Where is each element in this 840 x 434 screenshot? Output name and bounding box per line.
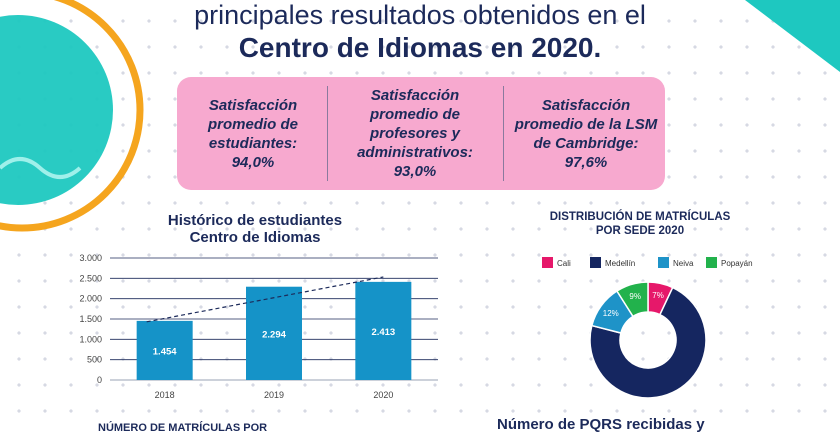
satisfaction-label: Satisfacción promedio de estudiantes: [207, 96, 298, 152]
legend-swatch [658, 257, 669, 268]
bar-value-label: 2.413 [371, 327, 395, 338]
legend-label: Neiva [673, 259, 694, 268]
donut-chart-title-line: DISTRIBUCIÓN DE MATRÍCULAS [549, 211, 731, 223]
header-line-1: principales resultados obtenidos en el [194, 0, 646, 30]
bar-value-label: 2.294 [262, 329, 286, 340]
legend-label: Popayán [721, 259, 753, 268]
legend-swatch [706, 257, 717, 268]
bar-chart-title-line: Histórico de estudiantes [167, 212, 343, 229]
bar-chart: 0 500 1.000 1.500 2.000 2.500 3.000 1.454 2018 2.… [79, 253, 438, 400]
satisfaction-label: Satisfacción promedio de profesores y ad… [357, 87, 473, 161]
y-tick-label: 2.000 [79, 294, 102, 304]
y-tick-label: 1.500 [79, 314, 102, 324]
satisfaction-value: 93,0% [393, 163, 437, 180]
y-tick-label: 2.500 [79, 273, 102, 283]
legend-swatch [590, 257, 601, 268]
donut-chart-title: DISTRIBUCIÓN DE MATRÍCULAS POR SEDE 2020 [520, 210, 760, 238]
satisfaction-panel: Satisfacción promedio de estudiantes: 94… [177, 77, 665, 190]
y-tick-label: 1.000 [79, 334, 102, 344]
footer-title-right: Número de PQRS recibidas y [497, 416, 705, 433]
bar [355, 281, 412, 380]
footer-title-left: NÚMERO DE MATRÍCULAS POR [98, 422, 268, 434]
satisfaction-cambridge: Satisfacción promedio de la LSM de Cambr… [511, 77, 661, 190]
donut-slice-label: 9% [629, 292, 641, 301]
x-tick-label: 2018 [155, 390, 175, 400]
trendline [146, 276, 384, 323]
legend-label: Cali [557, 259, 571, 268]
header-line-2: Centro de Idiomas en 2020. [238, 32, 602, 63]
separator [503, 86, 504, 181]
satisfaction-value: 97,6% [564, 153, 608, 171]
legend-swatch [542, 257, 553, 268]
satisfaction-staff: Satisfacción promedio de profesores y ad… [335, 77, 495, 190]
x-tick-label: 2019 [264, 390, 284, 400]
teal-wave [0, 157, 82, 179]
orange-ring [0, 0, 144, 232]
satisfaction-value: 94,0% [231, 153, 275, 171]
x-tick-label: 2020 [373, 390, 393, 400]
teal-blob [0, 15, 113, 205]
legend-label: Medellín [605, 259, 635, 268]
donut-slice [589, 286, 707, 399]
y-tick-label: 3.000 [79, 253, 102, 263]
donut-slice [615, 281, 649, 318]
bar [246, 286, 302, 380]
separator [327, 86, 328, 181]
bar-value-label: 1.454 [153, 346, 177, 357]
donut-slice-label: 7% [652, 291, 664, 300]
donut-chart-title-line: POR SEDE 2020 [595, 225, 685, 237]
donut-slice-label: 12% [603, 309, 619, 318]
satisfaction-label: Satisfacción promedio de la LSM de Cambr… [514, 96, 658, 152]
y-tick-label: 0 [97, 375, 102, 385]
satisfaction-students: Satisfacción promedio de estudiantes: 94… [183, 77, 323, 190]
bar-chart-title-line: Centro de Idiomas [189, 229, 321, 246]
bar [136, 320, 193, 380]
bar-chart-title: Histórico de estudiantes Centro de Idiom… [130, 212, 380, 246]
teal-triangle [745, 0, 840, 72]
y-tick-label: 500 [87, 355, 102, 365]
